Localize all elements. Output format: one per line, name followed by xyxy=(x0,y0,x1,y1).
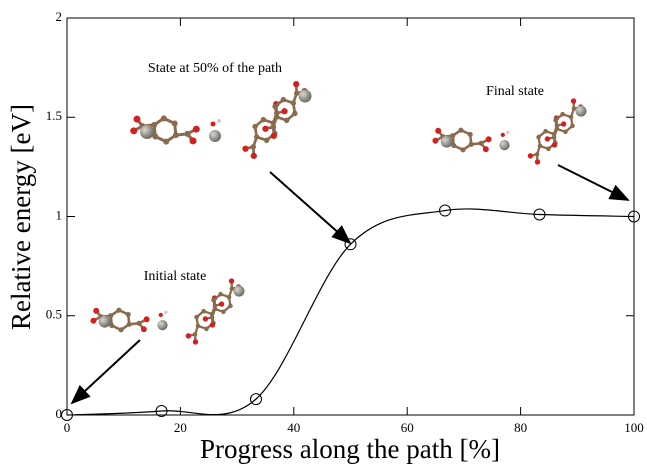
arrow xyxy=(269,171,352,245)
x-tick-label: 100 xyxy=(624,420,644,435)
y-tick-label: 0.5 xyxy=(46,307,62,322)
molecule-illustration xyxy=(88,276,250,346)
y-tick-label: 0 xyxy=(56,406,63,421)
y-tick-label: 1 xyxy=(56,207,63,222)
arrow xyxy=(70,339,141,405)
arrow xyxy=(557,164,630,201)
y-tick-label: 1.5 xyxy=(46,108,62,123)
molecule-illustration xyxy=(127,79,318,162)
x-tick-label: 60 xyxy=(401,420,414,435)
line xyxy=(66,208,635,416)
point xyxy=(439,204,452,217)
x-tick-label: 20 xyxy=(174,420,187,435)
point xyxy=(249,393,262,406)
y-tick-label: 2 xyxy=(56,9,63,24)
annotation: Initial state xyxy=(144,269,207,284)
point xyxy=(344,238,357,251)
x-tick-label: 40 xyxy=(287,420,300,435)
x-tick-label: 80 xyxy=(514,420,527,435)
plot-frame xyxy=(66,17,635,416)
x-axis-title: Progress along the path [%] xyxy=(200,434,500,464)
molecule-illustration xyxy=(430,96,592,166)
point xyxy=(61,409,73,421)
y-axis-title: Relative energy [eV] xyxy=(6,104,36,330)
x-tick-label: 0 xyxy=(64,420,71,435)
point xyxy=(155,405,168,418)
annotation: Final state xyxy=(486,84,544,99)
point xyxy=(628,210,640,223)
point xyxy=(533,208,546,221)
annotation: State at 50% of the path xyxy=(148,61,282,76)
